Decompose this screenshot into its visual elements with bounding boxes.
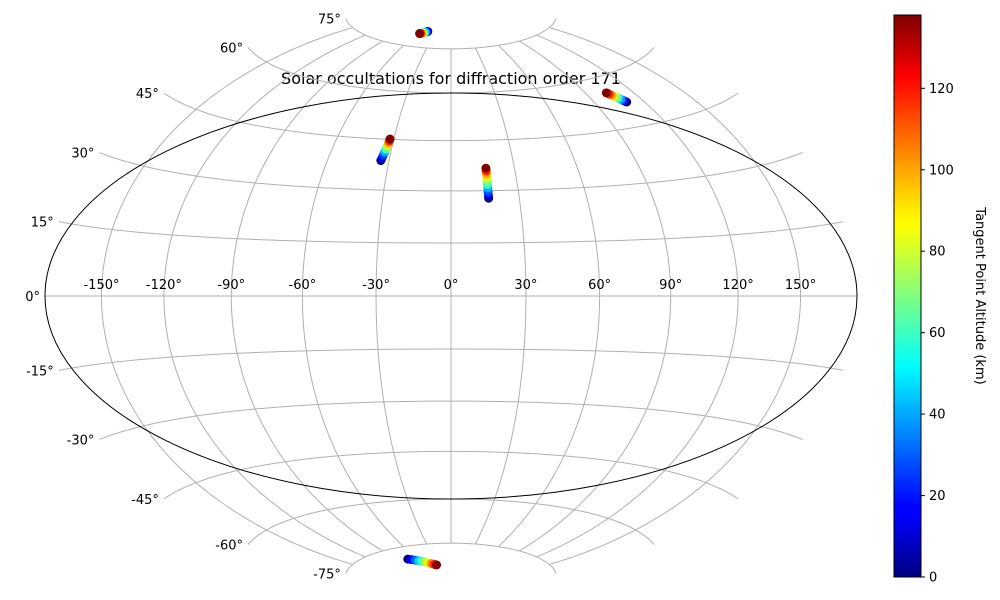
latitude-tick-label: 75°: [318, 13, 341, 28]
longitude-tick-label: 150°: [785, 278, 816, 293]
colorbar-tick-label: 0: [929, 571, 937, 586]
occultation-point: [601, 88, 611, 98]
latitude-tick-label: 15°: [31, 216, 54, 231]
longitude-tick-label: 30°: [514, 278, 537, 293]
occultation-points: [376, 26, 632, 570]
parallel-line: [345, 18, 557, 50]
longitude-tick-label: -60°: [289, 278, 317, 293]
parallel-line: [345, 542, 557, 574]
colorbar-tick-label: 120: [929, 82, 954, 97]
graticule: [45, 18, 857, 574]
latitude-tick-label: -75°: [313, 567, 341, 582]
parallel-line: [163, 92, 739, 142]
longitude-tick-label: 60°: [588, 278, 611, 293]
longitude-tick-label: -30°: [362, 278, 390, 293]
parallel-line: [58, 348, 844, 371]
longitude-tick-label: 0°: [444, 278, 459, 293]
map-boundary: [44, 92, 858, 500]
latitude-tick-label: 45°: [136, 87, 159, 102]
parallel-line: [58, 221, 844, 244]
colorbar-tick-label: 60: [929, 326, 946, 341]
longitude-tick-labels: -150° -120° -90° -60° -30° 0° 30° 60° 90° 120° 150…: [83, 278, 816, 293]
colorbar-tick-label: 100: [929, 163, 954, 178]
latitude-tick-label: 30°: [71, 147, 94, 162]
latitude-tick-label: 60°: [220, 41, 243, 56]
occultation-point: [481, 163, 491, 173]
longitude-tick-label: -120°: [146, 278, 182, 293]
colorbar-tick-label: 20: [929, 489, 946, 504]
occultation-point: [415, 29, 425, 39]
parallel-line: [163, 450, 739, 500]
longitude-tick-label: -150°: [83, 278, 119, 293]
latitude-tick-label: -15°: [26, 364, 54, 379]
parallel-line: [99, 151, 803, 192]
colorbar-tick-label: 80: [929, 245, 946, 260]
latitude-tick-label: 0°: [25, 290, 40, 305]
parallel-line: [99, 400, 803, 441]
longitude-tick-label: 120°: [722, 278, 753, 293]
colorbar-ticks: 0 20 40 60 80 100 120: [921, 82, 954, 586]
colorbar-gradient: [893, 14, 922, 578]
colorbar-label: Tangent Point Altitude (km): [972, 206, 987, 384]
occultation-point: [385, 134, 395, 144]
longitude-tick-label: -90°: [217, 278, 245, 293]
latitude-tick-labels: 75° 60° 45° 30° 15° 0° -15° -30° -45° -60° -75°: [25, 13, 341, 583]
colorbar-tick-label: 40: [929, 408, 946, 423]
occultation-point: [432, 560, 442, 570]
latitude-tick-label: -45°: [131, 493, 159, 508]
longitude-tick-label: 90°: [659, 278, 682, 293]
latitude-tick-label: -60°: [215, 539, 243, 554]
colorbar: 0 20 40 60 80 100 120 Tangent Point Altitude (…: [893, 14, 987, 586]
latitude-tick-label: -30°: [67, 434, 95, 449]
